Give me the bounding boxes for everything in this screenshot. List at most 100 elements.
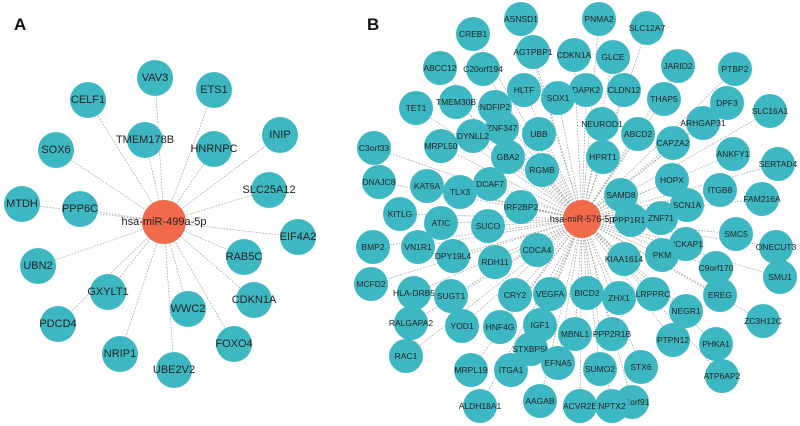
target-node-sumo2[interactable]: SUMO2 (583, 352, 617, 386)
target-node-cry2[interactable]: CRY2 (498, 278, 532, 312)
target-node-bicd2[interactable]: BICD2 (570, 276, 604, 310)
target-node-abcc12[interactable]: ABCC12 (423, 51, 457, 85)
target-node-pnma2[interactable]: PNMA2 (582, 2, 616, 36)
target-node-znf71[interactable]: ZNF71 (644, 201, 678, 235)
hub-node-hsa-mir-576-5p[interactable]: hsa-miR-576-5p (550, 200, 615, 238)
target-node-dynll2[interactable]: DYNLL2 (456, 119, 490, 153)
target-node-ereg[interactable]: EREG (703, 278, 737, 312)
target-node-mrpl19[interactable]: MRPL19 (454, 353, 488, 387)
target-node-rgmb[interactable]: RGMB (525, 153, 559, 187)
target-node-zc3h12c[interactable]: ZC3H12C (744, 304, 782, 338)
target-node-vegfa[interactable]: VEGFA (533, 277, 567, 311)
target-node-pkm[interactable]: PKM (645, 238, 679, 272)
target-node-ptbp2[interactable]: PTBP2 (718, 52, 752, 86)
target-node-slc12a7[interactable]: SLC12A7 (629, 11, 666, 45)
target-node-irf2bp2[interactable]: IRF2BP2 (504, 190, 539, 224)
target-node-sox6[interactable]: SOX6 (38, 132, 74, 168)
target-node-rdh11[interactable]: RDH11 (478, 245, 512, 279)
target-node-sugt1[interactable]: SUGT1 (434, 279, 468, 313)
target-node-slc16a1[interactable]: SLC16A1 (752, 94, 789, 128)
target-node-thap5[interactable]: THAP5 (647, 82, 681, 116)
target-node-wwc2[interactable]: WWC2 (170, 291, 206, 327)
target-node-zhx1[interactable]: ZHX1 (602, 281, 636, 315)
target-node-atic[interactable]: ATIC (424, 206, 458, 240)
target-node-creb1[interactable]: CREB1 (456, 17, 490, 51)
target-node-kitlg[interactable]: KITLG (383, 197, 417, 231)
target-node-sertad4[interactable]: SERTAD4 (759, 147, 798, 181)
target-node-tmem30b[interactable]: TMEM30B (436, 85, 476, 119)
target-node-dpy19l4[interactable]: DPY19L4 (435, 239, 472, 273)
target-node-abcd2[interactable]: ABCD2 (621, 117, 655, 151)
target-node-gxylt1[interactable]: GXYLT1 (87, 274, 129, 310)
target-node-mcfd2[interactable]: MCFD2 (354, 267, 388, 301)
target-node-pdcd4[interactable]: PDCD4 (39, 306, 77, 342)
target-node-ubb[interactable]: UBB (522, 117, 556, 151)
target-node-ppp2r1b[interactable]: PPP2R1B (593, 317, 632, 351)
target-node-gba2[interactable]: GBA2 (491, 140, 525, 174)
target-node-itga1[interactable]: ITGA1 (494, 353, 528, 387)
target-node-ppp6c[interactable]: PPP6C (62, 191, 98, 227)
hub-node-hsa-mir-499a-5p[interactable]: hsa-miR-499a-5p (122, 200, 207, 244)
target-node-dpf3[interactable]: DPF3 (710, 86, 744, 120)
target-node-mtdh[interactable]: MTDH (4, 186, 40, 222)
target-node-kiaa1614[interactable]: KIAA1614 (605, 242, 644, 276)
target-node-jarid2[interactable]: JARID2 (661, 49, 695, 83)
target-node-znf347[interactable]: ZNF347 (485, 111, 519, 145)
target-node-slc25a12[interactable]: SLC25A12 (242, 172, 296, 208)
target-node-ankfy1[interactable]: ANKFY1 (716, 137, 750, 171)
target-node-kat6a[interactable]: KAT6A (410, 169, 444, 203)
target-node-tmem178b[interactable]: TMEM178B (116, 122, 174, 158)
target-node-dcaf7[interactable]: DCAF7 (473, 167, 507, 201)
target-node-c20orf194[interactable]: C20orf194 (463, 52, 503, 86)
target-node-eif4a2[interactable]: EIF4A2 (280, 219, 317, 255)
target-node-fam216a[interactable]: FAM216A (743, 182, 781, 216)
target-node-rac1[interactable]: RAC1 (389, 339, 423, 373)
target-node-hltf[interactable]: HLTF (507, 73, 541, 107)
target-node-cdca4[interactable]: CDCA4 (520, 233, 554, 267)
target-node-yod1[interactable]: YOD1 (445, 309, 479, 343)
target-node-capza2[interactable]: CAPZA2 (656, 126, 690, 160)
target-node-ets1[interactable]: ETS1 (196, 72, 232, 108)
target-node-bmp2[interactable]: BMP2 (356, 230, 390, 264)
target-node-agtpbp1[interactable]: AGTPBP1 (513, 35, 553, 69)
target-node-vn1r1[interactable]: VN1R1 (401, 230, 435, 264)
target-node-c3orf33[interactable]: C3orf33 (357, 131, 391, 165)
target-node-hnf4g[interactable]: HNF4G (483, 310, 517, 344)
target-node-scn1a[interactable]: SCN1A (670, 188, 704, 222)
target-node-acvr2b[interactable]: ACVR2B (563, 389, 597, 423)
target-node-hopx[interactable]: HOPX (655, 163, 689, 197)
target-node-lrpprc[interactable]: LRPPRC (636, 277, 670, 311)
target-node-mbnl1[interactable]: MBNL1 (558, 317, 592, 351)
target-node-mrpl50[interactable]: MRPL50 (424, 129, 458, 163)
target-node-tet1[interactable]: TET1 (399, 91, 433, 125)
target-node-ptpn12[interactable]: PTPN12 (656, 323, 690, 357)
target-node-ppp1r11[interactable]: PPP1R11 (613, 203, 650, 237)
target-node-glce[interactable]: GLCE (596, 40, 630, 74)
target-node-phka1[interactable]: PHKA1 (699, 327, 733, 361)
target-node-dnajc8[interactable]: DNAJC8 (362, 165, 396, 199)
target-node-tlx3[interactable]: TLX3 (443, 175, 477, 209)
target-node-hla-drb5[interactable]: HLA-DRB5 (393, 276, 435, 310)
target-node-rab5c[interactable]: RAB5C (226, 239, 263, 275)
target-node-cdkn1a[interactable]: CDKN1A (232, 282, 277, 318)
target-node-negr1[interactable]: NEGR1 (669, 294, 703, 328)
target-node-ubn2[interactable]: UBN2 (20, 248, 56, 284)
target-node-cdkn1a[interactable]: CDKN1A (557, 38, 592, 72)
target-node-hnrnpc[interactable]: HNRNPC (190, 131, 238, 167)
target-node-arhgap31[interactable]: ARHGAP31 (680, 106, 726, 140)
target-node-vav3[interactable]: VAV3 (137, 60, 173, 96)
target-node-sox1[interactable]: SOX1 (541, 81, 575, 115)
target-node-celf1[interactable]: CELF1 (70, 82, 106, 118)
target-node-hprt1[interactable]: HPRT1 (586, 140, 620, 174)
target-node-itgb8[interactable]: ITGB8 (703, 173, 737, 207)
target-node-aldh18a1[interactable]: ALDH18A1 (459, 389, 502, 423)
target-node-onecut3[interactable]: ONECUT3 (756, 230, 797, 264)
target-node-smu1[interactable]: SMU1 (763, 260, 797, 294)
target-node-atp6ap2[interactable]: ATP6AP2 (704, 359, 741, 393)
target-node-nrip1[interactable]: NRIP1 (102, 336, 138, 372)
target-node-stx6[interactable]: STX6 (624, 350, 658, 384)
target-node-ralgapa2[interactable]: RALGAPA2 (389, 306, 434, 340)
target-node-efna5[interactable]: EFNA5 (541, 346, 575, 380)
target-node-ube2v2[interactable]: UBE2V2 (153, 352, 195, 388)
target-node-smc5[interactable]: SMC5 (719, 217, 753, 251)
